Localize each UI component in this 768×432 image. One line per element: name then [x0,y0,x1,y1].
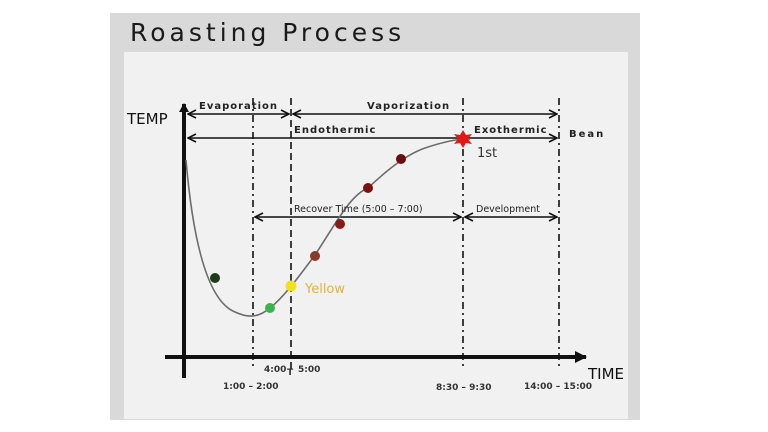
time-label-14to15: 14:00 – 15:00 [524,382,592,392]
time-label-830to930: 8:30 – 9:30 [436,383,492,393]
point-dark-red [396,154,406,164]
endothermic-label: Endothermic [294,125,376,136]
yellow-label: Yellow [304,282,345,297]
time-label-4: 4:00 [264,365,286,375]
recover-time-label: Recover Time (5:00 – 7:00) [294,204,423,215]
point-green [265,303,275,313]
exothermic-label: Exothermic [474,125,548,136]
evaporation-label: Evaporation [199,101,278,112]
development-label: Development [476,204,540,215]
point-brown [310,251,320,261]
vaporization-label: Vaporization [367,101,450,112]
point-yellow [285,280,297,292]
first-crack-label: 1st [477,146,497,161]
time-label-5: 5:00 [298,365,320,375]
bean-label: Bean [569,129,605,140]
roast-points [210,130,472,313]
diagram-title: Roasting Process [130,18,406,47]
point-dark-green [210,273,220,283]
point-red-brown-2 [363,183,373,193]
first-crack-star-icon [454,130,472,148]
x-axis-label: TIME [587,365,624,383]
time-tick: T [287,368,294,378]
y-axis-label: TEMP [126,110,168,128]
point-red-brown-1 [335,219,345,229]
time-label-1to2: 1:00 – 2:00 [223,382,279,392]
